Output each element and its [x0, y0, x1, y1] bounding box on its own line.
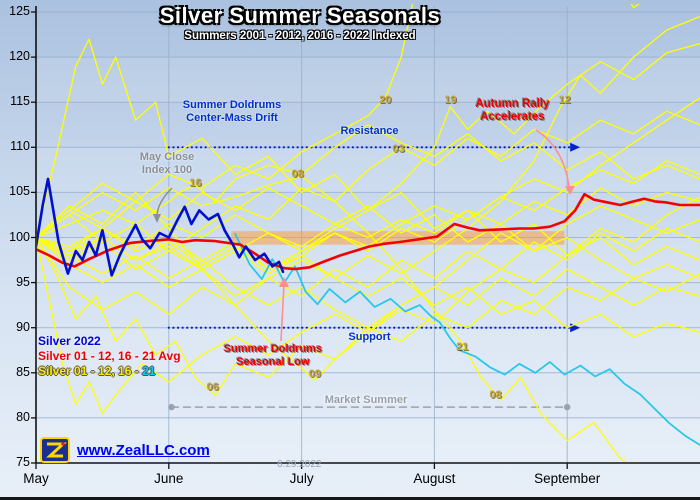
year-label: 21	[456, 341, 469, 354]
y-axis-tick-label: 85	[16, 364, 30, 379]
series-2008	[37, 175, 627, 462]
annotation-line: Summer Doldrums	[223, 343, 323, 355]
annotation-market-summer: Market Summer	[324, 394, 408, 406]
annotation-support: Support	[348, 331, 391, 343]
annotation-may-close: May Close Index 100	[126, 151, 208, 176]
legend: Silver 2022 Silver 01 - 12, 16 - 21 Avg …	[38, 334, 181, 379]
year-label: 06	[206, 381, 219, 394]
series-2006	[37, 237, 700, 397]
zeal-logo-icon	[40, 437, 70, 463]
y-axis-tick-label: 80	[16, 409, 30, 424]
x-axis-month-label: August	[413, 471, 456, 486]
series-2011	[37, 205, 700, 415]
series-2010	[37, 97, 700, 270]
annotation-line: Autumn Rally	[475, 98, 550, 110]
annotation-line: Index 100	[141, 163, 193, 176]
watermark-link[interactable]: www.ZealLLC.com	[77, 441, 210, 459]
y-axis-tick-label: 90	[16, 319, 30, 334]
series-2019	[37, 42, 700, 270]
annotation-summer-doldrums-drift: Summer Doldrums Center-Mass Drift	[166, 99, 298, 124]
annotation-line: Accelerates	[480, 111, 545, 124]
x-axis-month-label: September	[534, 471, 601, 486]
year-label: 20	[379, 94, 392, 107]
series-2018	[37, 227, 700, 338]
annotation-resistance: Resistance	[340, 125, 399, 137]
series-2009	[37, 191, 700, 381]
y-axis-tick-label: 75	[16, 455, 30, 469]
y-axis-tick-label: 125	[9, 4, 30, 18]
x-axis-month-label: June	[154, 471, 184, 486]
legend-item-silver-2022: Silver 2022	[38, 334, 101, 348]
year-label: 03	[392, 142, 405, 155]
annotation-autumn-rally: Autumn Rally Accelerates	[455, 98, 570, 124]
watermark: www.ZealLLC.com	[40, 437, 210, 463]
year-label: 16	[189, 177, 202, 190]
chart-date-note: 6.29.2022	[277, 459, 322, 470]
legend-item-silver-years: Silver 01 - 12, 16 - 21	[38, 364, 181, 379]
series-2007	[37, 187, 700, 279]
series-2021	[234, 232, 700, 446]
y-axis-tick-label: 110	[10, 139, 30, 154]
year-label: 08	[291, 168, 304, 181]
year-label: 08	[489, 389, 502, 402]
series-2004	[37, 227, 700, 315]
annotation-seasonal-low: Summer Doldrums Seasonal Low	[217, 343, 329, 368]
series-2020	[37, 4, 640, 238]
y-axis-tick-label: 115	[10, 94, 30, 109]
year-label: 09	[308, 368, 321, 381]
x-axis-month-label: July	[289, 471, 314, 486]
year-label: 19	[444, 94, 457, 107]
y-axis-tick-label: 100	[9, 229, 30, 244]
y-axis-tick-label: 120	[9, 49, 30, 64]
chart-subtitle: Summers 2001 - 2012, 2016 - 2022 Indexed	[184, 30, 416, 42]
legend-years-prefix: Silver 01 - 12, 16 -	[38, 364, 143, 378]
y-axis-tick-label: 105	[9, 184, 30, 199]
chart-title: Silver Summer Seasonals	[159, 3, 441, 28]
legend-years-suffix-21: 21	[142, 364, 156, 378]
series-2022	[37, 177, 285, 277]
y-axis-tick-label: 95	[16, 274, 30, 289]
series-2017	[37, 237, 700, 329]
bottom-border	[0, 497, 700, 500]
annotation-line: Seasonal Low	[236, 355, 310, 368]
annotation-line: May Close	[139, 151, 195, 163]
legend-item-silver-avg: Silver 01 - 12, 16 - 21 Avg	[38, 349, 181, 363]
x-axis-month-label: May	[23, 471, 49, 486]
annotation-line: Summer Doldrums	[182, 99, 282, 111]
series-2012	[37, 15, 700, 297]
year-label: 12	[558, 94, 571, 107]
annotation-line: Center-Mass Drift	[186, 111, 278, 124]
